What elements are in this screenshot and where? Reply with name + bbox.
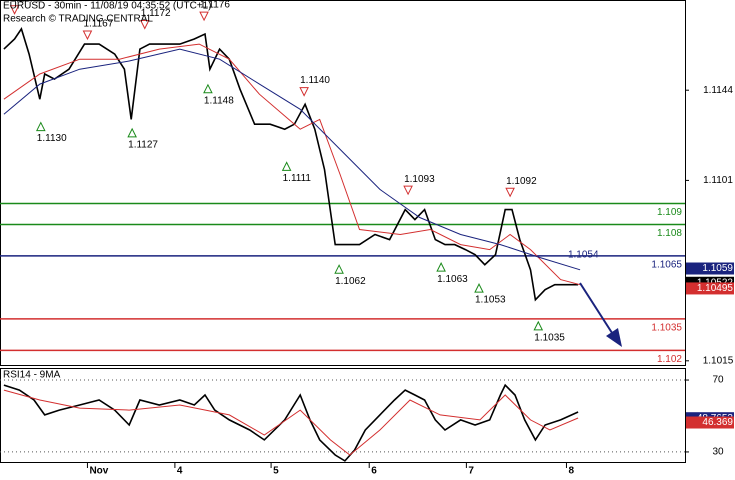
low-label: 1.1062 — [335, 276, 366, 287]
high-marker — [139, 19, 150, 30]
low-label: 1.1111 — [283, 173, 312, 184]
series-line — [3, 389, 579, 456]
last-value-box — [686, 262, 734, 275]
chart-subtitle: Research © TRADING CENTRAL — [3, 14, 153, 25]
low-marker — [533, 320, 544, 331]
last-value-label: 1.10495 — [697, 283, 734, 294]
last-value-label: 46.369 — [702, 417, 733, 428]
low-marker — [281, 161, 292, 171]
x-tick-label: Nov — [89, 466, 108, 477]
high-marker — [403, 185, 413, 196]
low-label: 1.1127 — [128, 140, 158, 151]
high-label: 1.1179 — [11, 0, 41, 4]
high-marker — [9, 5, 20, 15]
low-label: 1.1148 — [204, 95, 234, 106]
y-tick-label: 30 — [712, 447, 724, 458]
level-label: 1.1065 — [651, 260, 682, 271]
series-line — [3, 27, 579, 302]
low-label: 1.1063 — [437, 274, 468, 285]
x-tick-label: 8 — [568, 466, 574, 477]
high-label: 1.1176 — [200, 0, 230, 11]
tag-label: 1.1054 — [568, 250, 599, 261]
panel-border — [0, 0, 686, 366]
high-marker — [299, 87, 309, 97]
low-marker — [35, 121, 46, 132]
low-marker — [127, 127, 137, 138]
forecast-arrow — [579, 282, 615, 337]
forecast-arrow-head — [606, 328, 622, 347]
high-label: 1.1092 — [506, 176, 537, 187]
level-label: 1.1035 — [651, 322, 682, 333]
x-tick-label: 5 — [273, 466, 279, 477]
low-label: 1.1053 — [475, 295, 506, 306]
high-marker — [505, 187, 515, 198]
low-label: 1.1130 — [37, 133, 67, 144]
y-tick-label: 1.1101 — [703, 175, 733, 186]
level-label: 1.108 — [657, 228, 682, 239]
last-value-box — [686, 416, 734, 429]
last-value-label: 1.1059 — [702, 263, 733, 274]
level-label: 1.109 — [657, 207, 682, 218]
low-label: 1.1035 — [534, 332, 565, 343]
x-tick-label: 4 — [177, 466, 183, 477]
level-label: 1.102 — [657, 354, 682, 365]
series-line — [3, 383, 579, 462]
x-tick-label: 7 — [468, 466, 474, 477]
low-marker — [474, 282, 484, 293]
high-label: 1.1140 — [300, 75, 330, 86]
panel-border — [0, 368, 686, 463]
low-marker — [203, 83, 213, 94]
high-label: 1.1172 — [141, 8, 171, 19]
x-tick-label: 6 — [371, 466, 377, 477]
low-marker — [436, 261, 446, 272]
y-tick-label: 1.1144 — [703, 85, 733, 96]
high-marker — [199, 11, 209, 22]
high-label: 1.1093 — [404, 174, 435, 185]
chart-title: EURUSD - 30min - 11/08/19 04:35:52 (UTC+… — [3, 1, 212, 12]
low-marker — [334, 264, 344, 274]
high-label: 1.1167 — [83, 19, 113, 30]
y-tick-label: 70 — [712, 375, 724, 386]
high-marker — [82, 30, 93, 41]
rsi-title: RSI14 - 9MA — [3, 370, 61, 381]
series-line — [3, 43, 581, 286]
last-value-box — [686, 282, 734, 295]
series-line — [3, 48, 581, 271]
y-tick-label: 1.1015 — [703, 355, 734, 366]
